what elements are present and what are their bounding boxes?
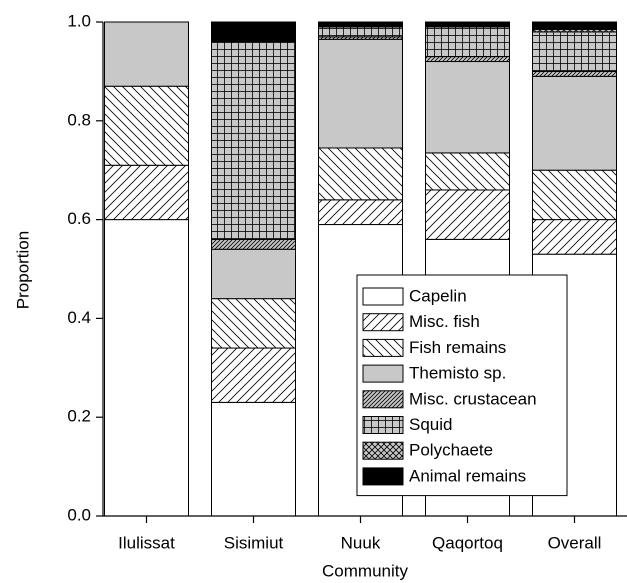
bar-segment (211, 347, 296, 403)
bar-segment (532, 219, 617, 255)
legend-label: Misc. fish (409, 312, 480, 331)
legend-swatch (362, 313, 404, 332)
legend-label: Animal remains (409, 466, 526, 485)
x-tick-label: Ilulissat (118, 533, 175, 552)
y-tick-label: 1.0 (67, 11, 91, 30)
bar-segment (532, 75, 617, 171)
bar-segment (425, 152, 510, 191)
legend-swatch (362, 287, 404, 306)
bar-segment (211, 238, 296, 250)
bar-segment (425, 189, 510, 240)
bar-segment (532, 31, 617, 72)
y-tick-label: 0.8 (67, 110, 91, 129)
legend-label: Themisto sp. (409, 364, 506, 383)
legend-swatch (362, 467, 404, 486)
bar-segment (318, 21, 403, 28)
legend-label: Misc. crustacean (409, 389, 537, 408)
x-tick-label: Sisimiut (224, 533, 284, 552)
bar-segment (104, 85, 189, 166)
legend-swatch (362, 338, 404, 357)
x-tick-label: Overall (548, 533, 602, 552)
y-tick-label: 0.2 (67, 407, 91, 426)
bar-segment (318, 147, 403, 201)
bar-segment (211, 41, 296, 240)
x-tick-label: Qaqortoq (432, 533, 503, 552)
y-axis-title: Proportion (13, 231, 32, 309)
legend-swatch (362, 364, 404, 383)
y-tick-label: 0.4 (67, 308, 91, 327)
legend-swatch (362, 390, 404, 409)
bar-segment (532, 21, 617, 30)
bar-segment (104, 21, 189, 87)
bar-segment (425, 26, 510, 58)
bar-segment (211, 401, 296, 517)
legend-box (356, 274, 568, 497)
legend-swatch (362, 416, 404, 434)
legend-swatch (362, 441, 404, 460)
bar-segment (532, 70, 617, 77)
x-tick-label: Nuuk (341, 533, 381, 552)
bar-segment (318, 26, 403, 38)
bar-segment (425, 21, 510, 28)
bar-segment (211, 298, 296, 349)
y-tick-label: 0.6 (67, 209, 91, 228)
legend-label: Squid (409, 415, 452, 434)
bar-segment (425, 61, 510, 154)
legend-label: Capelin (409, 286, 467, 305)
bar-segment (318, 199, 403, 226)
y-tick-label: 0.0 (67, 505, 91, 524)
bar-segment (104, 164, 189, 221)
bar-segment (211, 21, 296, 43)
bar-segment (104, 219, 189, 517)
legend-label: Polychaete (409, 441, 493, 460)
bar-segment (425, 56, 510, 63)
legend-label: Fish remains (409, 338, 506, 357)
bar-segment (318, 38, 403, 149)
bar-segment (211, 248, 296, 300)
x-axis-title: Community (322, 561, 408, 580)
bar-segment (532, 169, 617, 221)
